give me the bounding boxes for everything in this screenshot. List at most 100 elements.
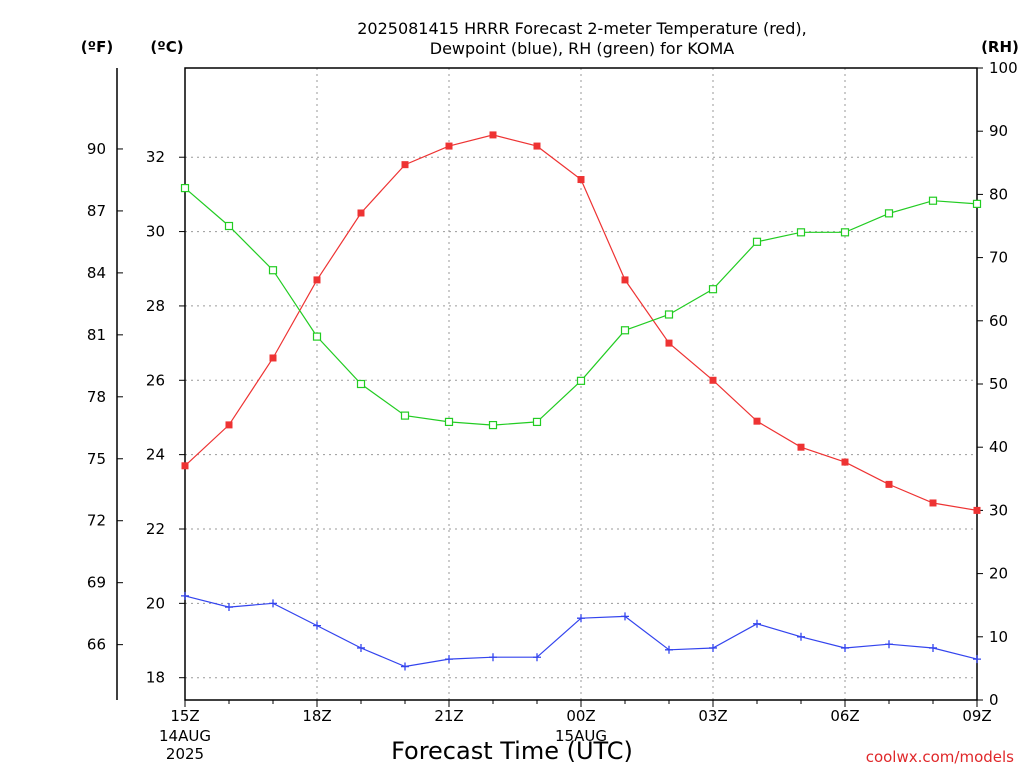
date-label: 14AUG	[159, 727, 211, 745]
rh-tick-label: 90	[989, 122, 1008, 140]
temperature-point	[401, 161, 409, 169]
temperature-point	[929, 499, 937, 507]
dewpoint-series	[181, 591, 981, 671]
temperature-line	[184, 134, 978, 511]
rh-point	[268, 266, 278, 275]
temperature-point	[489, 131, 497, 139]
dewpoint-point	[577, 614, 585, 623]
temperature-series	[181, 131, 981, 514]
rh-tick-label: 40	[989, 438, 1008, 456]
fahrenheit-tick-label: 81	[87, 326, 106, 344]
celsius-tick-label: 24	[146, 446, 165, 464]
date-label: 15AUG	[555, 727, 607, 745]
dewpoint-point	[313, 621, 321, 630]
rh-tick-label: 60	[989, 312, 1008, 330]
x-tick-label: 00Z	[566, 707, 595, 725]
x-tick-label: 09Z	[962, 707, 991, 725]
credit-text: coolwx.com/models	[866, 748, 1014, 766]
celsius-axis-ticks: 18 20 22 24 26 28 30 32	[146, 148, 185, 687]
rh-tick-label: 30	[989, 501, 1008, 519]
rh-point	[180, 183, 190, 193]
dewpoint-point	[885, 640, 893, 649]
rh-point	[840, 228, 850, 237]
rh-point	[312, 332, 322, 341]
rh-axis-ticks: 0 10 20 30 40 50 60 70 80 90 100	[977, 59, 1018, 709]
rh-series	[180, 183, 982, 430]
celsius-tick-label: 26	[146, 371, 165, 389]
chart-title-line1: 2025081415 HRRR Forecast 2-meter Tempera…	[357, 19, 807, 38]
temperature-point	[797, 443, 805, 451]
rh-point	[664, 310, 674, 319]
rh-point	[884, 209, 894, 218]
temperature-point	[885, 480, 893, 488]
dewpoint-point	[841, 643, 849, 652]
rh-point	[224, 221, 234, 231]
temperature-point	[709, 376, 717, 384]
fahrenheit-tick-label: 66	[87, 636, 106, 654]
rh-line	[184, 187, 978, 426]
rh-point	[532, 417, 542, 427]
celsius-tick-label: 22	[146, 520, 165, 538]
x-tick-label: 21Z	[434, 707, 463, 725]
rh-point	[488, 420, 498, 430]
rh-point	[576, 376, 586, 385]
celsius-tick-label: 30	[146, 223, 165, 241]
temperature-point	[533, 142, 541, 150]
dewpoint-point	[181, 591, 189, 600]
chart-title-line2: Dewpoint (blue), RH (green) for KOMA	[430, 39, 735, 58]
rh-tick-label: 10	[989, 628, 1008, 646]
rh-tick-label: 50	[989, 375, 1008, 393]
fahrenheit-tick-label: 90	[87, 140, 106, 158]
rh-point	[356, 379, 366, 389]
rh-point	[752, 237, 762, 246]
rh-tick-label: 100	[989, 59, 1018, 77]
temperature-point	[665, 339, 673, 347]
fahrenheit-tick-label: 84	[87, 264, 106, 282]
temperature-point	[225, 421, 233, 429]
rh-point	[928, 196, 938, 205]
dewpoint-point	[357, 643, 365, 652]
dewpoint-point	[269, 599, 277, 608]
temperature-point	[753, 417, 761, 425]
rh-point	[972, 199, 982, 208]
rh-unit-label: (RH)	[981, 38, 1019, 56]
dewpoint-point	[401, 662, 409, 671]
temperature-point	[841, 458, 849, 466]
rh-tick-label: 80	[989, 185, 1008, 203]
temperature-point	[313, 276, 321, 284]
fahrenheit-tick-label: 69	[87, 574, 106, 592]
dewpoint-point	[797, 632, 805, 641]
rh-tick-label: 70	[989, 249, 1008, 267]
fahrenheit-tick-label: 78	[87, 388, 106, 406]
rh-point	[400, 411, 410, 420]
fahrenheit-unit-label: (ºF)	[81, 38, 113, 56]
temperature-point	[445, 142, 453, 150]
celsius-tick-label: 18	[146, 669, 165, 687]
temperature-point	[973, 506, 981, 514]
dewpoint-point	[533, 653, 541, 662]
rh-tick-label: 20	[989, 565, 1008, 583]
fahrenheit-tick-label: 75	[87, 450, 106, 468]
rh-tick-label: 0	[989, 691, 999, 709]
dewpoint-point	[753, 619, 761, 628]
dewpoint-point	[973, 655, 981, 664]
fahrenheit-tick-label: 72	[87, 512, 106, 530]
dewpoint-point	[929, 643, 937, 652]
temperature-point	[357, 209, 365, 217]
dewpoint-point	[709, 643, 717, 652]
temperature-point	[181, 462, 189, 470]
x-tick-label: 06Z	[830, 707, 859, 725]
rh-point	[444, 417, 454, 427]
x-axis-label: Forecast Time (UTC)	[391, 737, 633, 765]
temperature-point	[577, 176, 585, 184]
x-tick-label: 03Z	[698, 707, 727, 725]
dewpoint-line	[184, 595, 978, 668]
series-layer	[180, 131, 982, 671]
rh-point	[708, 285, 718, 294]
temperature-point	[269, 354, 277, 362]
temperature-point	[621, 276, 629, 284]
fahrenheit-axis-ticks: 66 69 72 75 78 81 84 87 90	[87, 140, 123, 654]
celsius-tick-label: 20	[146, 594, 165, 612]
